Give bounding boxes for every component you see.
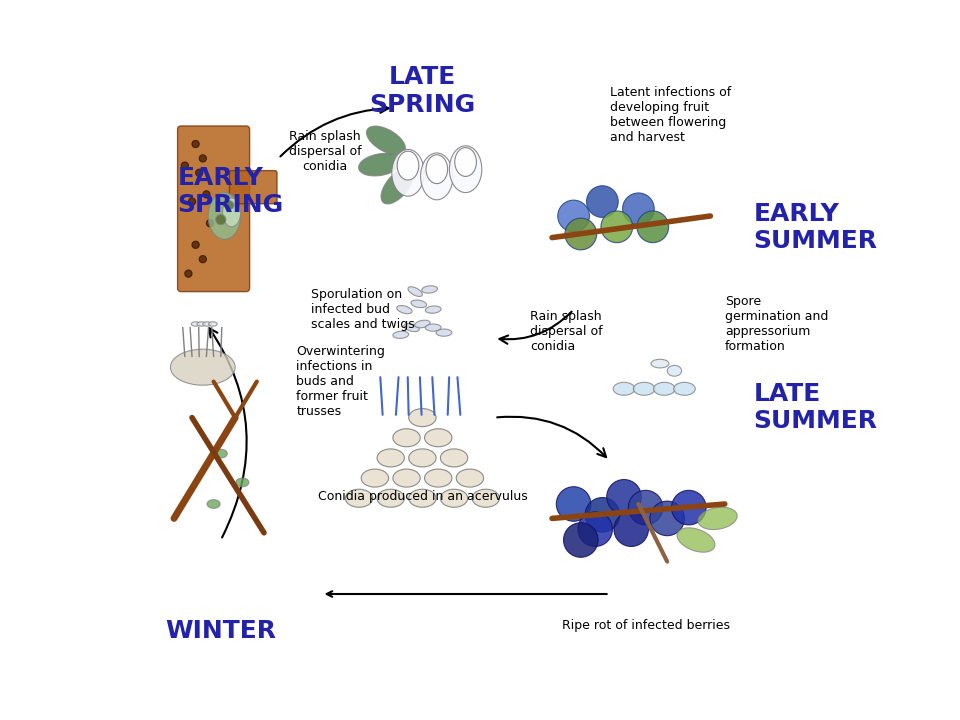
Ellipse shape	[420, 153, 453, 200]
Circle shape	[216, 215, 226, 225]
Ellipse shape	[426, 305, 441, 315]
Text: LATE
SUMMER: LATE SUMMER	[754, 382, 877, 433]
Text: Rain splash
dispersal of
conidia: Rain splash dispersal of conidia	[289, 130, 362, 173]
Ellipse shape	[207, 500, 220, 508]
Ellipse shape	[436, 329, 452, 336]
Text: Overwintering
infections in
buds and
former fruit
trusses: Overwintering infections in buds and for…	[297, 345, 385, 418]
Text: Rain splash
dispersal of
conidia: Rain splash dispersal of conidia	[530, 310, 603, 353]
Ellipse shape	[359, 153, 401, 176]
Ellipse shape	[208, 193, 241, 240]
Circle shape	[650, 501, 684, 536]
Ellipse shape	[698, 507, 737, 530]
Ellipse shape	[426, 155, 447, 184]
Ellipse shape	[424, 429, 452, 446]
Circle shape	[188, 198, 196, 205]
Circle shape	[586, 498, 620, 532]
Circle shape	[672, 490, 706, 525]
Ellipse shape	[409, 409, 436, 426]
FancyArrowPatch shape	[499, 312, 571, 344]
Circle shape	[226, 201, 234, 210]
Text: Ripe rot of infected berries: Ripe rot of infected berries	[562, 619, 730, 632]
Ellipse shape	[396, 306, 412, 313]
Ellipse shape	[377, 490, 404, 507]
Ellipse shape	[472, 490, 499, 507]
Circle shape	[181, 162, 188, 169]
FancyBboxPatch shape	[229, 171, 277, 204]
Ellipse shape	[367, 126, 405, 155]
Ellipse shape	[425, 323, 441, 332]
Ellipse shape	[214, 449, 228, 458]
Ellipse shape	[203, 322, 211, 326]
Text: Latent infections of
developing fruit
between flowering
and harvest: Latent infections of developing fruit be…	[610, 86, 731, 145]
Circle shape	[601, 211, 633, 243]
Circle shape	[622, 193, 655, 225]
Ellipse shape	[409, 449, 436, 467]
Ellipse shape	[191, 322, 200, 326]
Circle shape	[614, 512, 648, 546]
Circle shape	[556, 487, 590, 521]
Ellipse shape	[441, 449, 468, 467]
Ellipse shape	[361, 469, 389, 487]
Ellipse shape	[634, 382, 655, 395]
Circle shape	[564, 523, 598, 557]
Circle shape	[200, 256, 206, 263]
Circle shape	[185, 270, 192, 277]
FancyArrowPatch shape	[280, 104, 389, 156]
Circle shape	[587, 186, 618, 217]
Ellipse shape	[654, 382, 675, 395]
Ellipse shape	[393, 469, 420, 487]
Text: Spore
germination and
appressorium
formation: Spore germination and appressorium forma…	[725, 295, 828, 353]
Circle shape	[200, 155, 206, 162]
Ellipse shape	[392, 150, 424, 197]
Ellipse shape	[411, 300, 426, 307]
Ellipse shape	[346, 490, 372, 507]
Ellipse shape	[397, 151, 419, 180]
FancyArrowPatch shape	[497, 417, 606, 457]
Ellipse shape	[455, 148, 476, 176]
Ellipse shape	[197, 322, 205, 326]
Ellipse shape	[441, 490, 468, 507]
Ellipse shape	[236, 478, 249, 487]
Circle shape	[564, 218, 596, 250]
Ellipse shape	[421, 286, 438, 293]
Circle shape	[203, 191, 210, 198]
Ellipse shape	[415, 320, 430, 328]
Ellipse shape	[667, 366, 682, 376]
Ellipse shape	[677, 528, 715, 552]
Circle shape	[628, 490, 662, 525]
Circle shape	[196, 169, 203, 176]
Ellipse shape	[407, 288, 423, 295]
Circle shape	[636, 211, 668, 243]
Text: EARLY
SPRING: EARLY SPRING	[178, 166, 284, 217]
Ellipse shape	[404, 323, 419, 332]
Ellipse shape	[651, 359, 669, 368]
Text: EARLY
SUMMER: EARLY SUMMER	[754, 202, 877, 253]
Text: Conidia produced in an acervulus: Conidia produced in an acervulus	[318, 490, 527, 503]
Circle shape	[558, 200, 589, 232]
Text: WINTER: WINTER	[165, 619, 276, 643]
Circle shape	[192, 140, 200, 148]
FancyArrowPatch shape	[209, 328, 247, 538]
Ellipse shape	[456, 469, 484, 487]
Ellipse shape	[674, 382, 695, 395]
Ellipse shape	[613, 382, 635, 395]
Circle shape	[578, 512, 612, 546]
Text: LATE
SPRING: LATE SPRING	[370, 65, 475, 117]
Ellipse shape	[377, 449, 404, 467]
Circle shape	[192, 241, 200, 248]
Text: Sporulation on
infected bud
scales and twigs: Sporulation on infected bud scales and t…	[311, 288, 415, 331]
Circle shape	[607, 480, 641, 514]
Ellipse shape	[424, 469, 452, 487]
Ellipse shape	[393, 429, 420, 446]
Ellipse shape	[394, 330, 408, 339]
Ellipse shape	[449, 145, 482, 192]
Ellipse shape	[171, 349, 235, 385]
Ellipse shape	[223, 198, 241, 227]
Ellipse shape	[381, 168, 414, 204]
FancyBboxPatch shape	[178, 126, 250, 292]
Circle shape	[206, 220, 214, 227]
Ellipse shape	[208, 322, 217, 326]
Ellipse shape	[409, 490, 436, 507]
